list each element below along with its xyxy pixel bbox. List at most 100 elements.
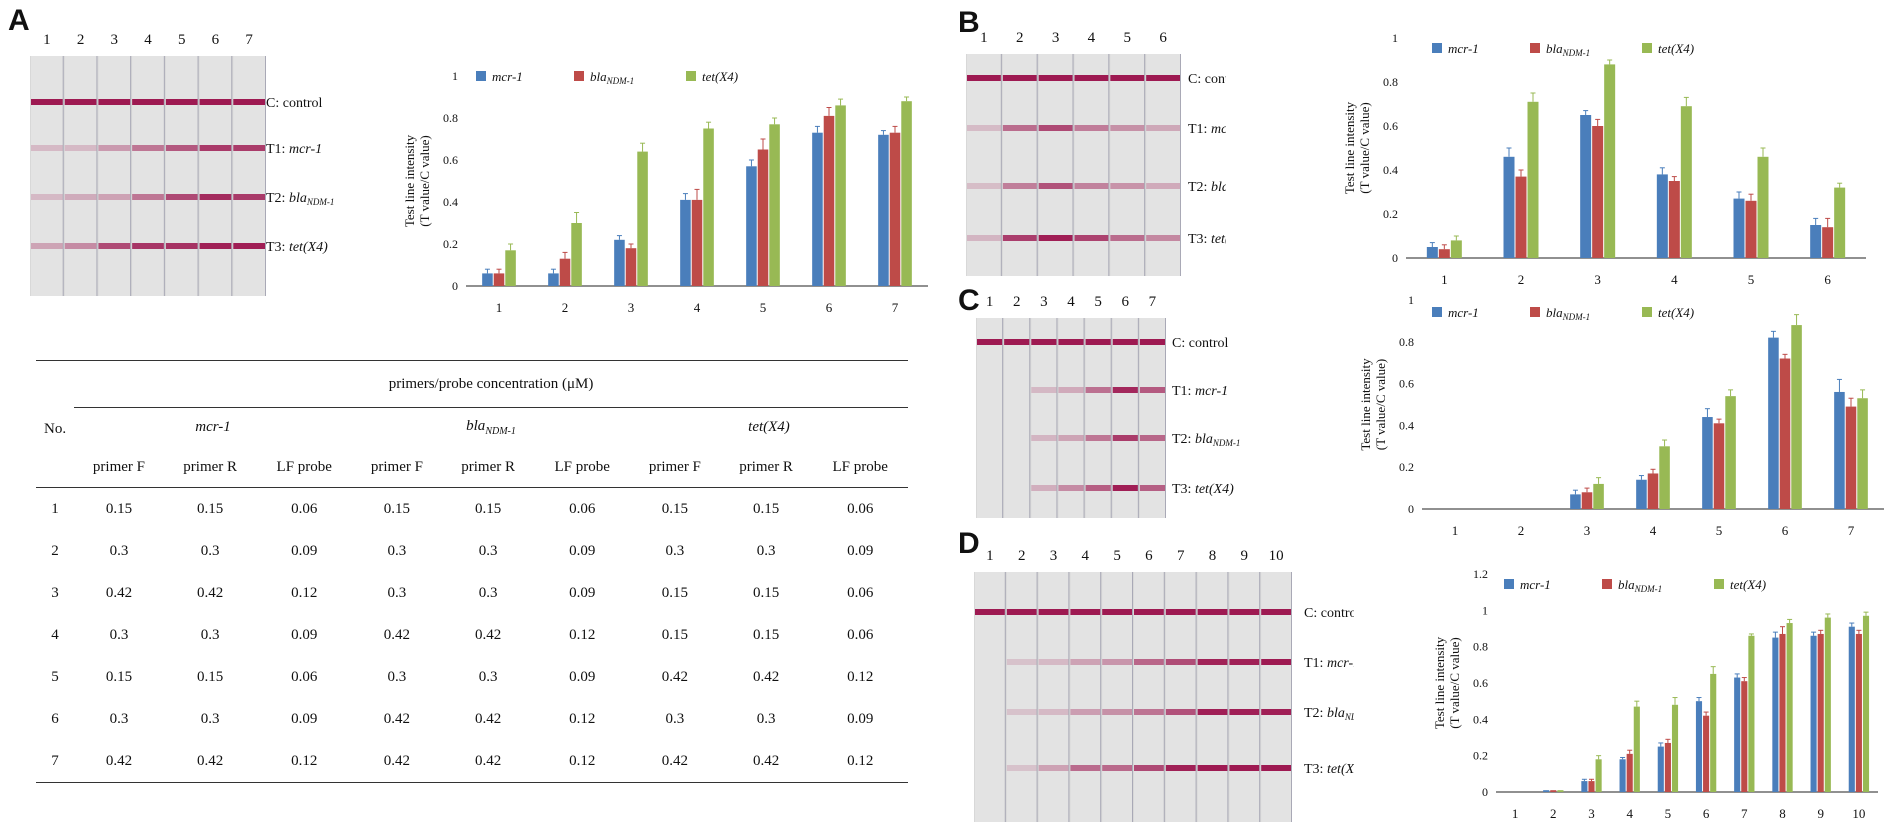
bar (1426, 247, 1438, 258)
table-cell: 0.42 (383, 626, 411, 643)
table-cell: 0.3 (387, 542, 407, 559)
table-cell: 0.09 (291, 542, 318, 559)
strip-line-label: C: control (1304, 606, 1354, 621)
strip-band (1197, 709, 1228, 715)
bar-chart-d: 0 0.2 0.4 0.6 0.8 1 1.2 Test line intensity(T v… (1432, 567, 1878, 821)
table-cell: 0.3 (109, 626, 129, 643)
table-title: primers/probe concentration (μM) (74, 360, 908, 408)
bar (1588, 781, 1595, 792)
table-cell: 0.3 (756, 710, 776, 727)
bar (746, 166, 757, 286)
strip-line-label: T3: tet(X4) (1304, 762, 1354, 777)
bar (1604, 64, 1616, 259)
y-tick-label: 0 (452, 279, 458, 293)
strip-band (1146, 75, 1180, 81)
strip-band (64, 194, 97, 200)
table-cell: 0.3 (478, 542, 498, 559)
x-tick-label: 7 (1741, 806, 1748, 821)
strip-lane-label: 4 (1082, 548, 1090, 564)
bar (1636, 479, 1647, 509)
strip-band (967, 235, 1001, 241)
strip-band (1006, 765, 1037, 771)
table-subheader: primer R (441, 447, 535, 488)
table-subheader: primer R (163, 447, 257, 488)
strip-lane-label: 1 (980, 30, 988, 46)
table-cell: 0.3 (200, 626, 220, 643)
strip-photo-c: 1 2 3 4 5 6 7 C: control T1: mcr-1 T2: blaNDM-1 T3… (976, 294, 1240, 518)
bar (1710, 673, 1717, 792)
x-tick-label: 2 (562, 300, 569, 315)
strip-band (98, 99, 131, 105)
strip-photo-a: 1 2 3 4 5 6 7 C: control T1: mcr-1 T2: blaNDM-1 T3… (30, 32, 334, 296)
bar (1748, 635, 1755, 792)
strip-line-label: T3: tet(X4) (1172, 482, 1234, 497)
bar (1557, 790, 1564, 792)
table-row: 3 0.42 0.42 0.12 0.3 0.3 0.09 0.15 0.15 0.06 (36, 572, 908, 614)
table-subheader: primer F (629, 447, 720, 488)
strip-band (1074, 125, 1109, 131)
bar (482, 273, 493, 286)
bar (1855, 633, 1862, 792)
table-cell: 0.42 (163, 740, 257, 783)
strip-lane-label: 3 (1040, 294, 1048, 310)
table-cell: 0.15 (661, 584, 688, 601)
y-axis-label: Test line intensity(T value/C value) (1432, 636, 1462, 729)
strip-lane-label: 6 (1122, 294, 1130, 310)
bar (1595, 759, 1602, 792)
strip-band (1038, 709, 1069, 715)
strip-lane-label: 4 (1067, 294, 1075, 310)
table-subheader: LF probe (812, 447, 908, 488)
strip-band (1038, 75, 1073, 81)
x-tick-label: 4 (1626, 806, 1633, 821)
table-cell: 0.12 (847, 668, 874, 685)
strip-band (1038, 235, 1073, 241)
strip-line-label: T3: tet(X4) (266, 240, 328, 255)
y-axis-label: Test line intensity(T value/C value) (1342, 101, 1372, 194)
table-cell: 0.12 (569, 710, 596, 727)
strip-lane-label: 1 (986, 294, 994, 310)
strip-lane-label: 5 (1124, 30, 1132, 46)
strip-band (233, 145, 265, 151)
strip-line-label: T1: mcr-1 (1172, 384, 1228, 399)
x-tick-label: 1 (1512, 806, 1519, 821)
strip-band (1139, 435, 1165, 441)
strip-lane (967, 54, 1001, 276)
strip-band (31, 194, 63, 200)
strip-band (98, 194, 131, 200)
table-row: 6 0.3 0.3 0.09 0.42 0.42 0.12 0.3 0.3 0.09 (36, 698, 908, 740)
bar (1824, 617, 1831, 792)
strip-band (1085, 485, 1111, 491)
bar (1671, 704, 1679, 792)
strip-band (1070, 659, 1101, 665)
y-tick-label: 0 (1482, 785, 1488, 799)
strip-lane-label: 6 (1145, 548, 1153, 564)
table-row: 7 0.42 0.42 0.12 0.42 0.42 0.12 0.42 0.42 0.12 (36, 740, 908, 783)
table-cell: 0.42 (475, 626, 502, 643)
table-subheader: primer R (719, 447, 813, 488)
table-cell: 0.42 (352, 740, 442, 783)
table-cell: 0.15 (197, 668, 224, 685)
bar (1695, 701, 1703, 792)
strip-band (1031, 435, 1057, 441)
y-tick-label: 0.6 (443, 153, 458, 167)
y-tick-label: 0.8 (443, 111, 458, 125)
strip-band (1146, 183, 1180, 189)
bar (559, 258, 571, 286)
y-tick-label: 0.6 (1399, 377, 1414, 391)
strip-lane-label: 1 (986, 548, 994, 564)
strip-lane (1058, 318, 1084, 518)
strip-lane-label: 3 (1050, 548, 1058, 564)
bar (1779, 358, 1791, 509)
bar (1733, 198, 1745, 258)
table-cell: 0.15 (383, 500, 411, 517)
strip-band (1112, 339, 1138, 345)
bar (769, 124, 780, 286)
x-tick-label: 1 (1452, 523, 1459, 538)
strip-lane (1002, 54, 1037, 276)
table-subheader: primer F (352, 447, 442, 488)
table-cell: 0.42 (105, 584, 133, 601)
table-cell: 0.06 (291, 668, 318, 685)
x-tick-label: 6 (1824, 272, 1831, 287)
strip-lane-label: 2 (1018, 548, 1025, 564)
table-cell: 0.42 (383, 710, 411, 727)
